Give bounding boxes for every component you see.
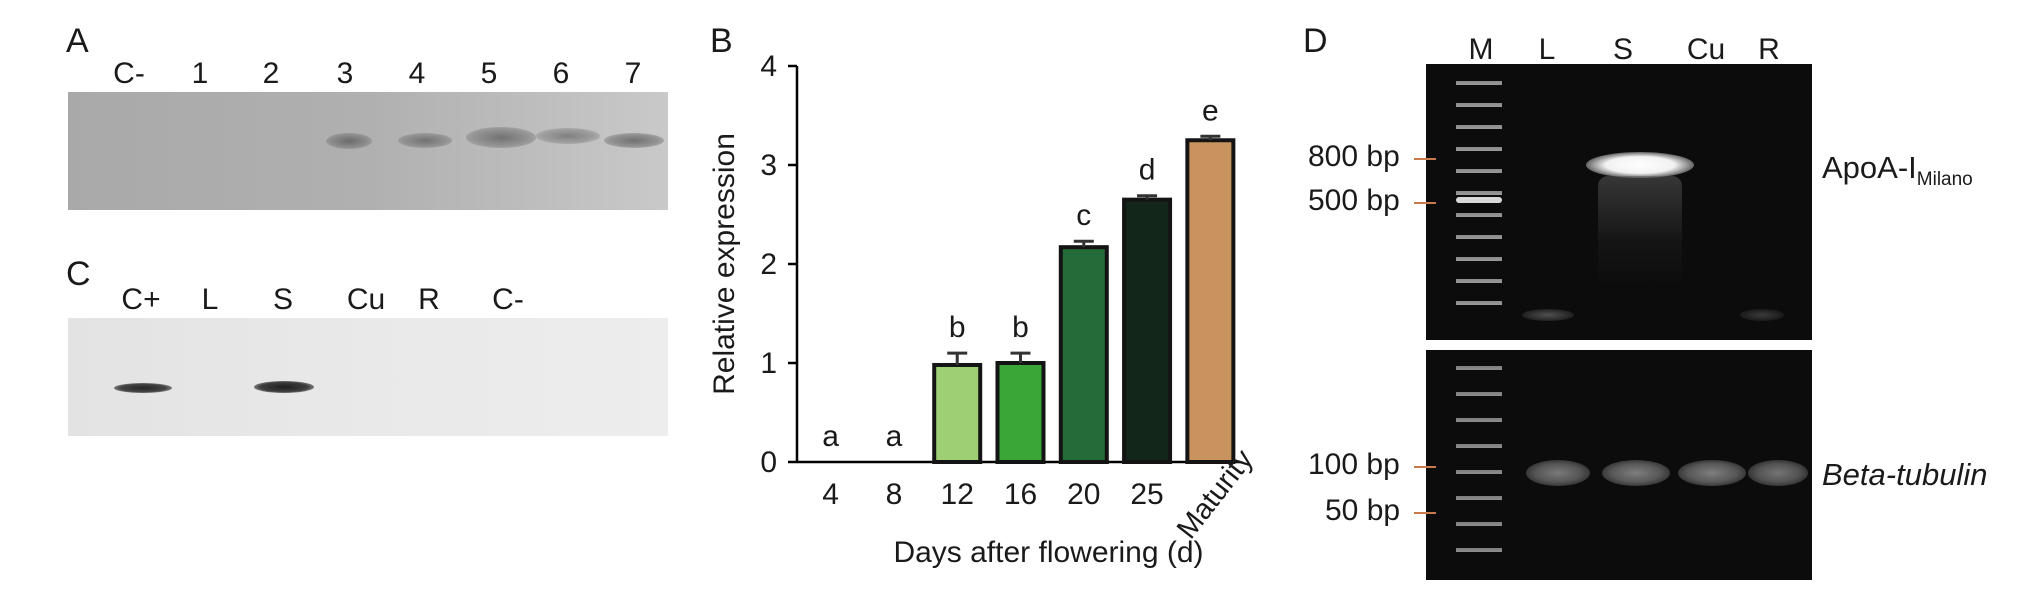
- marker-label-500: 500 bp: [1308, 184, 1400, 217]
- gel-band: [1526, 460, 1590, 486]
- gene-label-apoa-main: ApoA-I: [1822, 150, 1917, 185]
- lane-label: 2: [262, 57, 280, 90]
- dna-ladder-bright-band: [1456, 197, 1502, 203]
- x-axis-label: Days after flowering (d): [893, 536, 1203, 569]
- blot-band: [536, 128, 600, 144]
- x-tick-label: 20: [1067, 478, 1100, 511]
- significance-letter: b: [949, 311, 966, 344]
- lane-label: S: [272, 283, 293, 316]
- primer-dimer: [1522, 309, 1574, 321]
- gene-label-tubulin: Beta-tubulin: [1822, 457, 1988, 492]
- lane-label: 6: [552, 57, 570, 90]
- x-tick-label: 12: [941, 478, 974, 511]
- significance-letter: c: [1076, 199, 1091, 232]
- marker-label-800: 800 bp: [1308, 140, 1400, 173]
- gel-band: [1586, 152, 1694, 178]
- lane-label: 1: [191, 57, 209, 90]
- lane-label: 5: [480, 57, 498, 90]
- y-tick-label: 4: [760, 50, 777, 83]
- gene-label-apoa: ApoA-IMilano: [1822, 150, 1973, 191]
- significance-letter: e: [1202, 94, 1219, 127]
- bar: [1185, 138, 1236, 464]
- blot-band: [326, 133, 372, 149]
- significance-letter: a: [822, 420, 839, 453]
- bar: [995, 361, 1046, 464]
- gel-smear: [1598, 176, 1682, 286]
- lane-label: C+: [121, 283, 161, 316]
- bar: [932, 362, 983, 465]
- panel-c-letter: C: [66, 255, 91, 293]
- gene-label-apoa-sub: Milano: [1916, 169, 1973, 191]
- lane-label: L: [1538, 33, 1556, 66]
- blot-band: [398, 133, 452, 148]
- lane-label: S: [1612, 33, 1633, 66]
- lane-label: 4: [408, 57, 426, 90]
- panel-d-letter: D: [1303, 22, 1328, 60]
- marker-tick: [1414, 466, 1436, 468]
- panel-a-letter: A: [66, 22, 89, 60]
- panel-c-western-blot: [68, 318, 668, 436]
- significance-letter: d: [1139, 154, 1156, 187]
- y-tick-label: 0: [760, 446, 777, 479]
- y-tick-label: 3: [760, 149, 777, 182]
- dna-ladder: [1456, 356, 1502, 556]
- gel-band: [1748, 460, 1808, 486]
- bar: [1122, 197, 1173, 464]
- lane-label: Cu: [1686, 33, 1726, 66]
- x-tick-label: 25: [1130, 478, 1163, 511]
- marker-tick: [1414, 512, 1436, 514]
- lane-label: C-: [113, 57, 145, 90]
- significance-letter: b: [1012, 311, 1029, 344]
- marker-tick: [1414, 158, 1436, 160]
- panel-b-letter: B: [710, 22, 733, 60]
- lane-label: R: [1758, 33, 1780, 66]
- panel-a-western-blot: [68, 92, 668, 210]
- gel-band: [1678, 460, 1746, 486]
- panel-d-gel-tubulin: [1426, 350, 1812, 580]
- marker-label-100: 100 bp: [1308, 448, 1400, 481]
- lane-label: C-: [492, 283, 524, 316]
- marker-tick: [1414, 202, 1436, 204]
- lane-label: 7: [624, 57, 642, 90]
- y-tick-label: 2: [760, 248, 777, 281]
- x-tick-label: 4: [822, 478, 839, 511]
- lane-label: R: [418, 283, 440, 316]
- blot-band: [466, 127, 536, 148]
- lane-label: M: [1468, 33, 1494, 66]
- marker-label-50: 50 bp: [1325, 494, 1401, 527]
- lane-label: 3: [336, 57, 354, 90]
- panel-d-gel-apoa: [1426, 64, 1812, 340]
- y-axis-label: Relative expression: [708, 133, 741, 395]
- blot-band: [254, 381, 314, 393]
- blot-band: [604, 133, 664, 148]
- bar: [1058, 245, 1109, 464]
- blot-band: [114, 383, 172, 393]
- gel-band: [1602, 460, 1670, 486]
- x-tick-label: 16: [1004, 478, 1037, 511]
- significance-letter: a: [886, 420, 903, 453]
- lane-label: Cu: [346, 283, 386, 316]
- y-tick-label: 1: [760, 347, 777, 380]
- lane-label: L: [201, 283, 219, 316]
- primer-dimer: [1740, 309, 1784, 321]
- x-tick-label: 8: [886, 478, 903, 511]
